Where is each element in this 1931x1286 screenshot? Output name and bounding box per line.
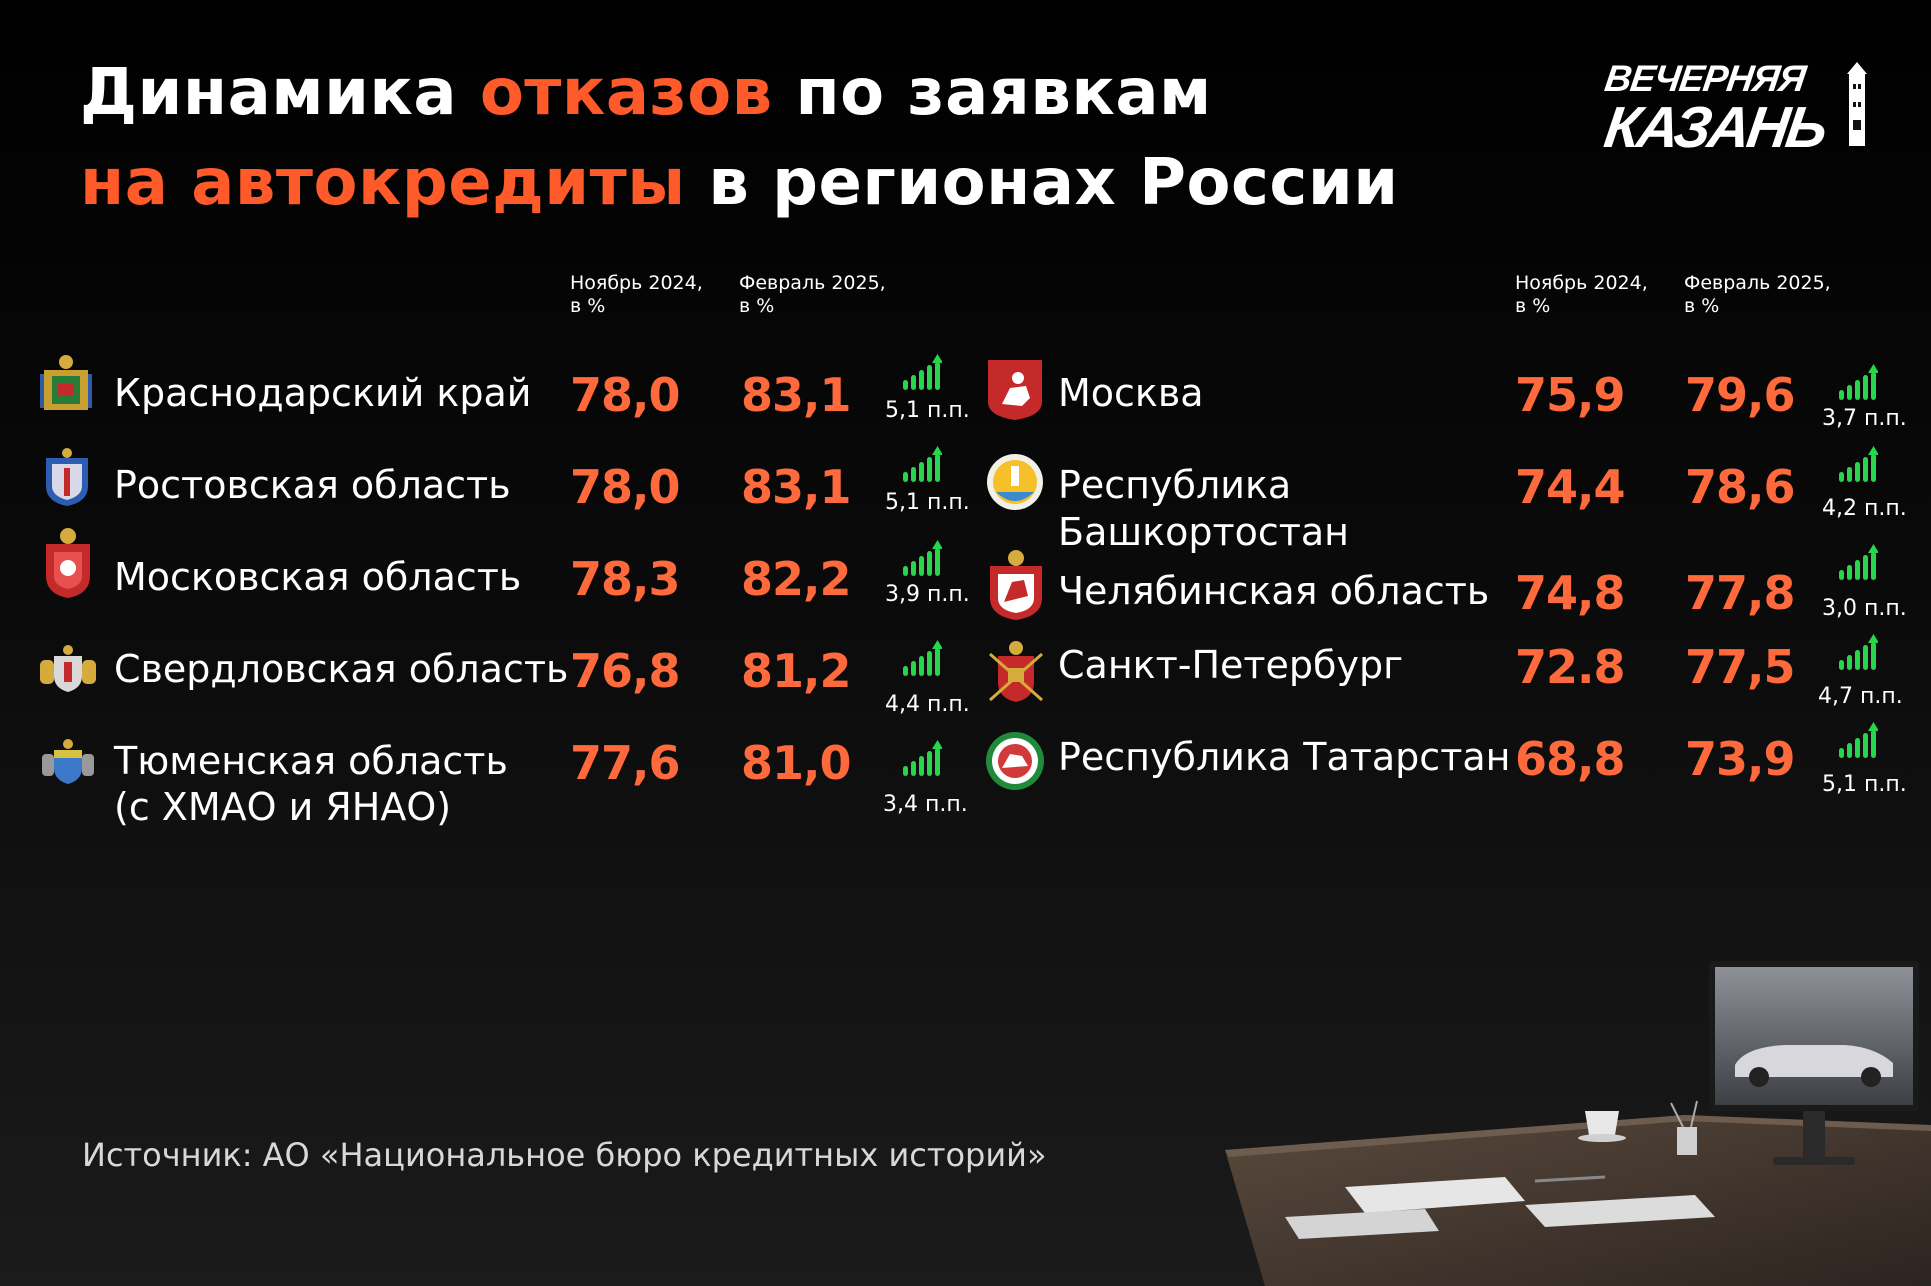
title-part: Динамика [80,56,480,130]
value-nov: 74,8 [1515,566,1625,620]
vechernyaya-kazan-logo: ВЕЧЕРНЯЯ КАЗАНЬ [1600,58,1867,160]
desk-monitor-illustration [1225,961,1931,1286]
value-nov: 78,0 [570,368,680,422]
title-line-2: на автокредиты в регионах России [80,138,1399,228]
column-header-text: Ноябрь 2024, [570,272,703,294]
delta-value: 5,1 п.п. [1822,772,1907,797]
title-accent-part: на автокредиты [80,146,686,220]
delta-value: 5,1 п.п. [885,490,970,515]
value-feb: 78,6 [1685,460,1795,514]
signal-up-icon [1838,634,1878,670]
title-accent-part: отказов [479,56,773,130]
column-header-text: Февраль 2025, [1684,272,1831,294]
column-header-nov-left: Ноябрь 2024, в % [570,272,703,318]
column-header-unit: в % [1515,295,1551,317]
sverdlovsk-emblem-icon [40,645,96,692]
signal-up-icon [902,740,942,776]
value-nov: 78,0 [570,460,680,514]
region-name: Краснодарский край [114,371,532,415]
delta-value: 3,4 п.п. [883,792,968,817]
column-header-unit: в % [1684,295,1720,317]
region-name: Московская область [114,555,522,599]
value-nov: 76,8 [570,644,680,698]
value-feb: 81,2 [741,644,851,698]
delta-value: 4,4 п.п. [885,692,970,717]
signal-up-icon [902,540,942,576]
value-nov: 72.8 [1515,640,1625,694]
delta-value: 4,7 п.п. [1818,684,1903,709]
region-name: Ростовская область [114,463,511,507]
value-feb: 82,2 [741,552,851,606]
column-header-feb-left: Февраль 2025, в % [739,272,886,318]
region-name: Свердловская область [114,647,569,691]
page-title: Динамика отказов по заявкам на автокреди… [80,48,1399,228]
signal-up-icon [902,354,942,390]
title-line-1: Динамика отказов по заявкам [80,48,1399,138]
region-name: Республика [1058,463,1292,507]
value-feb: 83,1 [741,460,851,514]
region-name: Республика Татарстан [1058,735,1511,779]
value-nov: 75,9 [1515,368,1625,422]
value-feb: 73,9 [1685,732,1795,786]
region-name-line2: (с ХМАО и ЯНАО) [114,785,452,829]
title-part: по заявкам [772,56,1212,130]
signal-up-icon [902,640,942,676]
delta-value: 3,7 п.п. [1822,406,1907,431]
signal-up-icon [1838,722,1878,758]
region-name: Тюменская область [114,739,508,783]
column-header-unit: в % [739,295,775,317]
tatarstan-emblem-icon [986,732,1044,790]
spb-emblem-icon [989,641,1043,702]
column-header-nov-right: Ноябрь 2024, в % [1515,272,1648,318]
krasnodar-emblem-icon [40,355,92,410]
title-part: в регионах России [685,146,1399,220]
column-header-unit: в % [570,295,606,317]
value-feb: 83,1 [741,368,851,422]
column-header-feb-right: Февраль 2025, в % [1684,272,1831,318]
region-name: Санкт-Петербург [1058,643,1404,687]
value-feb: 77,8 [1685,566,1795,620]
region-name-line2: Башкортостан [1058,510,1349,554]
rostov-emblem-icon [46,448,88,506]
delta-value: 4,2 п.п. [1822,496,1907,521]
bashkortostan-emblem-icon [987,454,1043,510]
signal-up-icon [1838,446,1878,482]
delta-value: 5,1 п.п. [885,398,970,423]
source-note: Источник: АО «Национальное бюро кредитны… [82,1136,1047,1174]
chelyabinsk-emblem-icon [990,550,1042,620]
value-nov: 74,4 [1515,460,1625,514]
logo-line-2: КАЗАНЬ [1600,95,1830,160]
signal-up-icon [902,446,942,482]
signal-up-icon [1838,544,1878,580]
tyumen-emblem-icon [42,739,94,784]
value-nov: 68,8 [1515,732,1625,786]
moscow-oblast-emblem-icon [46,528,90,598]
value-feb: 81,0 [741,736,851,790]
signal-up-icon [1838,364,1878,400]
delta-value: 3,0 п.п. [1822,596,1907,621]
value-nov: 78,3 [570,552,680,606]
region-name: Челябинская область [1058,569,1490,613]
value-feb: 77,5 [1685,640,1795,694]
region-name: Москва [1058,371,1204,415]
column-header-text: Февраль 2025, [739,272,886,294]
value-nov: 77,6 [570,736,680,790]
kremlin-tower-icon [1847,62,1867,146]
delta-value: 3,9 п.п. [885,582,970,607]
value-feb: 79,6 [1685,368,1795,422]
moscow-emblem-icon [988,360,1042,420]
column-header-text: Ноябрь 2024, [1515,272,1648,294]
